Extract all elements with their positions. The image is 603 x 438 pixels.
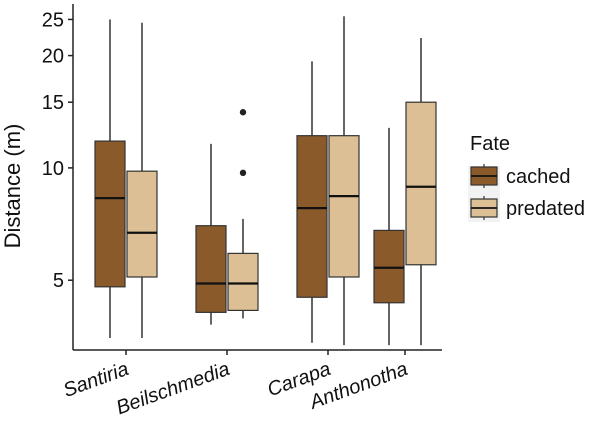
y-axis-title: Distance (m) [0, 124, 25, 249]
legend: Fate cached predated [468, 133, 585, 222]
box-group-beilschmedia [195, 109, 259, 325]
y-ticks: 5 10 15 20 25 [42, 9, 73, 292]
y-tick-label: 15 [42, 92, 64, 114]
outlier-predated-beilschmedia [239, 169, 247, 177]
legend-items: cached predated [470, 164, 585, 220]
box-cached-santiria [94, 140, 126, 288]
box-predated-beilschmedia [227, 252, 259, 311]
box-cached-carapa [296, 135, 328, 298]
box-group-anthonotha [373, 37, 437, 346]
box-group-santiria [94, 19, 158, 338]
y-tick-label: 25 [42, 9, 64, 31]
box-group-carapa [296, 16, 360, 346]
y-tick-label: 5 [53, 270, 64, 292]
x-tick-label-beilschmedia: Beilschmedia [113, 358, 232, 419]
box-predated-santiria [126, 170, 158, 278]
y-tick-label: 20 [42, 46, 64, 68]
legend-title: Fate [470, 133, 510, 155]
box-groups [94, 16, 437, 346]
box-cached-anthonotha [373, 229, 405, 304]
outlier-predated-beilschmedia [239, 109, 247, 116]
legend-label-predated: predated [506, 198, 585, 220]
box-cached-beilschmedia [195, 225, 227, 313]
box-predated-anthonotha [405, 101, 437, 266]
box-predated-carapa [328, 135, 360, 278]
y-tick-label: 10 [42, 158, 64, 180]
legend-label-cached: cached [506, 166, 571, 188]
